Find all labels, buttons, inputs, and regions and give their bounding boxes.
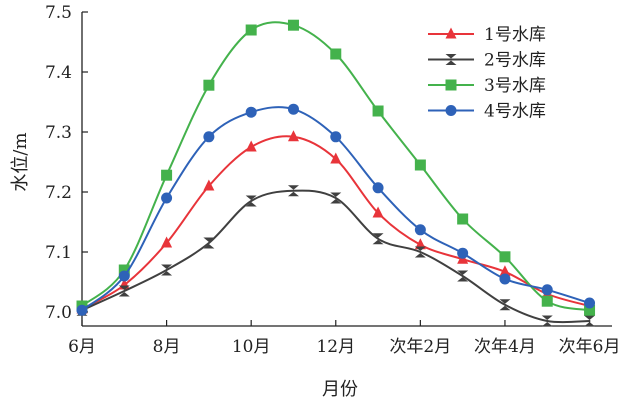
data-point bbox=[118, 285, 130, 297]
x-tick-label: 次年4月 bbox=[474, 337, 536, 357]
data-point bbox=[372, 182, 384, 194]
data-point bbox=[499, 265, 511, 277]
data-point bbox=[499, 273, 511, 285]
data-point bbox=[457, 247, 469, 259]
x-tick-label: 10月 bbox=[232, 337, 271, 357]
data-point bbox=[584, 297, 596, 309]
data-point bbox=[161, 236, 173, 248]
data-point bbox=[584, 315, 596, 327]
data-point bbox=[245, 106, 257, 118]
data-point bbox=[414, 246, 426, 258]
y-axis-title: 水位/m bbox=[10, 132, 31, 191]
y-tick-label: 7.2 bbox=[45, 183, 72, 203]
legend-label: 3号水库 bbox=[484, 76, 546, 96]
data-point bbox=[161, 192, 173, 204]
data-point bbox=[541, 315, 553, 327]
data-point bbox=[457, 270, 469, 282]
y-axis: 7.0 7.1 7.2 7.3 7.4 7.5 bbox=[45, 3, 88, 326]
data-point bbox=[330, 131, 342, 143]
data-point bbox=[287, 19, 299, 31]
plot-area bbox=[76, 19, 596, 327]
x-tick-label: 12月 bbox=[316, 337, 355, 357]
legend-label: 4号水库 bbox=[484, 102, 546, 122]
x-axis-title: 月份 bbox=[322, 379, 358, 400]
data-point bbox=[414, 159, 426, 171]
data-point bbox=[541, 284, 553, 296]
data-point bbox=[372, 206, 384, 218]
data-point bbox=[203, 79, 215, 91]
data-point bbox=[457, 213, 469, 225]
x-axis: 6月 8月 10月 12月 次年2月 次年4月 次年6月 bbox=[68, 320, 620, 357]
y-tick-label: 7.5 bbox=[45, 3, 72, 23]
x-tick-label: 次年6月 bbox=[559, 337, 621, 357]
legend: 1号水库 2号水库 3号水库 4号水库 bbox=[428, 25, 546, 122]
legend-marker bbox=[445, 27, 457, 39]
data-point bbox=[161, 264, 173, 276]
legend-marker bbox=[445, 54, 457, 65]
data-point bbox=[499, 251, 511, 263]
data-point bbox=[287, 103, 299, 115]
y-tick-label: 7.4 bbox=[45, 63, 72, 83]
legend-entry-3: 3号水库 bbox=[428, 76, 546, 96]
data-point bbox=[203, 237, 215, 249]
data-point bbox=[76, 304, 88, 316]
data-point bbox=[203, 131, 215, 143]
data-point bbox=[499, 299, 511, 311]
legend-entry-1: 1号水库 bbox=[428, 25, 546, 45]
data-point bbox=[203, 179, 215, 191]
y-tick-label: 7.0 bbox=[45, 303, 72, 323]
data-point bbox=[287, 130, 299, 142]
legend-marker bbox=[445, 79, 457, 91]
legend-marker bbox=[445, 105, 457, 116]
data-point bbox=[330, 152, 342, 164]
series-4 bbox=[76, 103, 596, 316]
data-point bbox=[541, 295, 553, 307]
data-point bbox=[372, 233, 384, 245]
data-point bbox=[245, 195, 257, 207]
x-tick-label: 8月 bbox=[153, 337, 181, 357]
data-point bbox=[330, 192, 342, 204]
data-point bbox=[118, 264, 130, 276]
data-point bbox=[118, 270, 130, 282]
y-tick-label: 7.1 bbox=[45, 243, 72, 263]
legend-entry-2: 2号水库 bbox=[428, 51, 546, 71]
data-point bbox=[372, 105, 384, 117]
data-point bbox=[287, 185, 299, 197]
legend-label: 1号水库 bbox=[484, 25, 546, 45]
series-3 bbox=[76, 19, 596, 316]
data-point bbox=[330, 48, 342, 60]
legend-label: 2号水库 bbox=[484, 51, 546, 71]
data-point bbox=[584, 304, 596, 316]
data-point bbox=[414, 224, 426, 236]
legend-entry-4: 4号水库 bbox=[428, 102, 546, 122]
data-point bbox=[245, 24, 257, 36]
y-tick-label: 7.3 bbox=[45, 123, 72, 143]
data-point bbox=[161, 169, 173, 181]
series-line bbox=[81, 189, 590, 324]
x-tick-label: 6月 bbox=[68, 337, 96, 357]
x-tick-label: 次年2月 bbox=[389, 337, 451, 357]
data-point bbox=[245, 140, 257, 152]
